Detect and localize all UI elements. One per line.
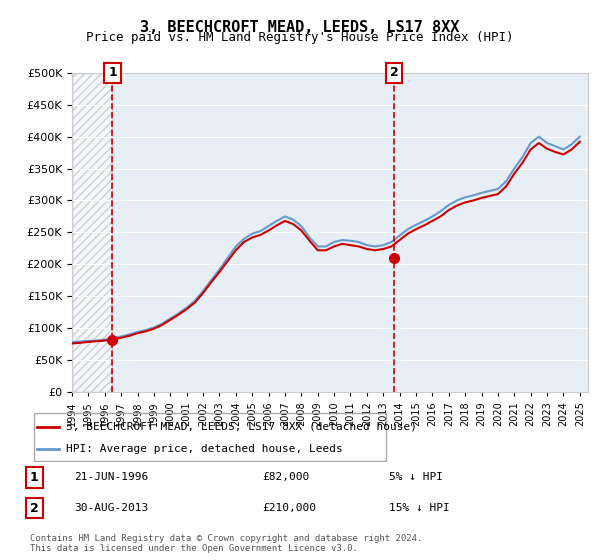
Text: 21-JUN-1996: 21-JUN-1996 [74,473,148,482]
Text: 2: 2 [389,66,398,80]
Text: Contains HM Land Registry data © Crown copyright and database right 2024.
This d: Contains HM Land Registry data © Crown c… [30,534,422,553]
Text: 1: 1 [108,66,117,80]
Text: £210,000: £210,000 [262,503,316,513]
Text: 3, BEECHCROFT MEAD, LEEDS, LS17 8XX (detached house): 3, BEECHCROFT MEAD, LEEDS, LS17 8XX (det… [66,422,417,432]
Text: HPI: Average price, detached house, Leeds: HPI: Average price, detached house, Leed… [66,445,343,454]
Text: Price paid vs. HM Land Registry's House Price Index (HPI): Price paid vs. HM Land Registry's House … [86,31,514,44]
Text: £82,000: £82,000 [262,473,309,482]
Text: 5% ↓ HPI: 5% ↓ HPI [389,473,443,482]
Text: 2: 2 [30,502,39,515]
Text: 30-AUG-2013: 30-AUG-2013 [74,503,148,513]
Text: 15% ↓ HPI: 15% ↓ HPI [389,503,449,513]
Text: 1: 1 [30,471,39,484]
Text: 3, BEECHCROFT MEAD, LEEDS, LS17 8XX: 3, BEECHCROFT MEAD, LEEDS, LS17 8XX [140,20,460,35]
